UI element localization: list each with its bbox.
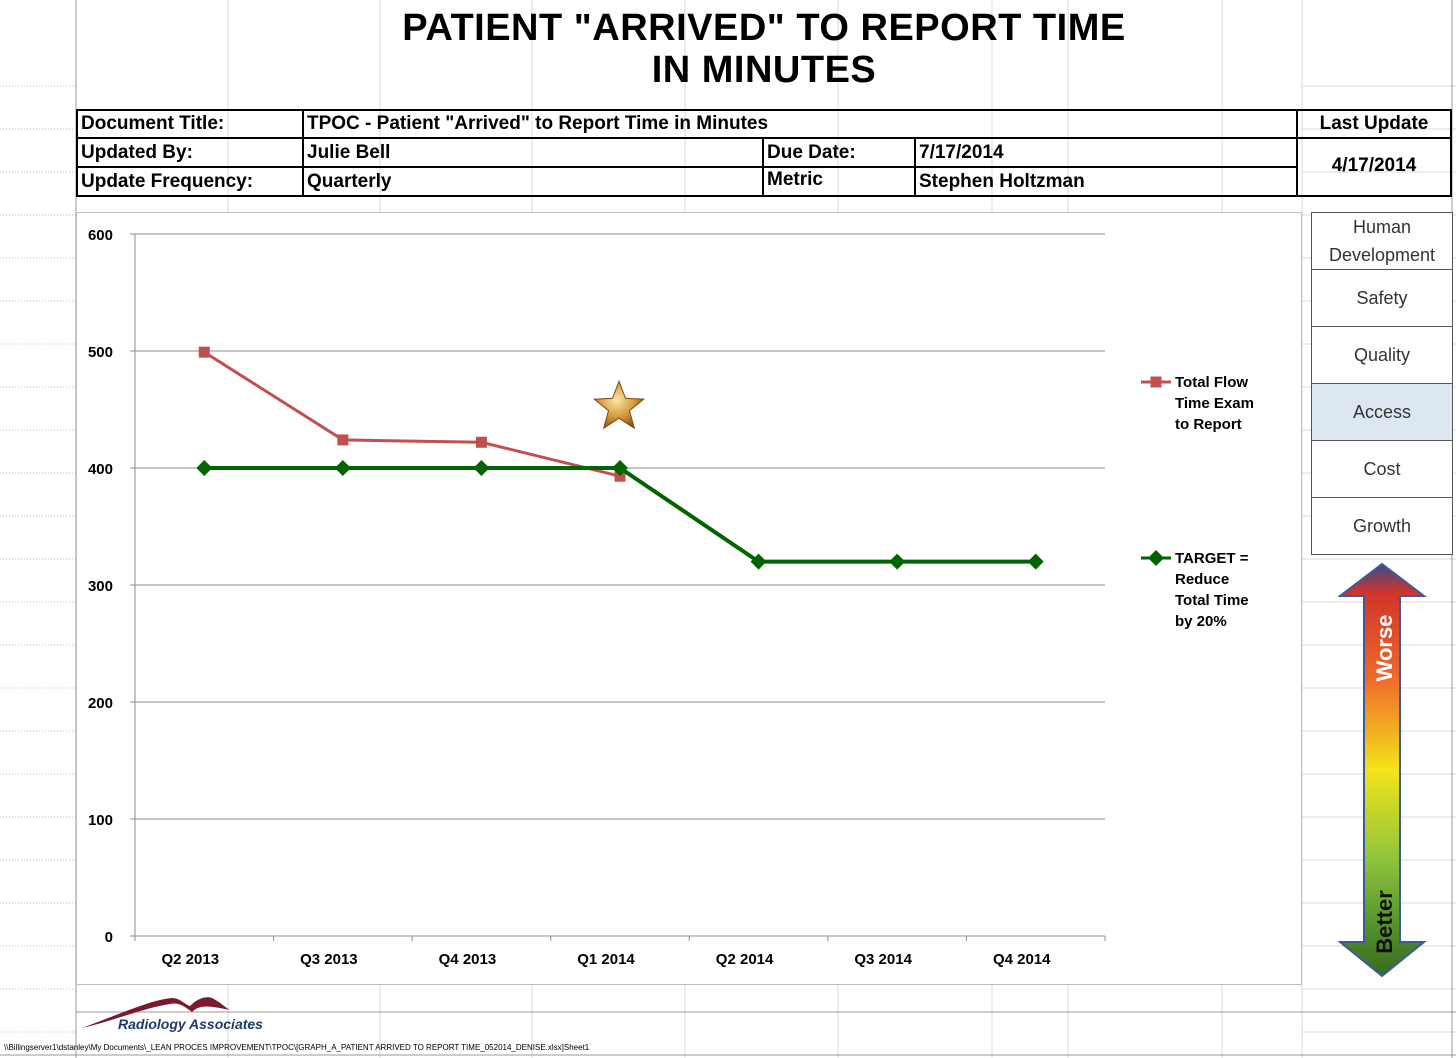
logo-mountain-icon (82, 997, 230, 1028)
category-human-development: Human Development (1311, 212, 1453, 270)
legend-entry-2: TARGET = Reduce Total Time by 20% (1175, 550, 1249, 630)
data-point-series-2 (334, 460, 351, 476)
star-icon (592, 379, 646, 430)
last-update-value: 4/17/2014 (1331, 155, 1417, 176)
document-info-table: Document Title: TPOC - Patient "Arrived"… (76, 109, 1452, 197)
y-tick-label: 0 (105, 929, 113, 946)
page-title-line-2: IN MINUTES (651, 49, 877, 91)
chart-area: 0 100 200 300 400 500 600 Q2 2013 Q3 2013 Q4 2013… (76, 212, 1302, 985)
series-line-2 (204, 466, 1036, 564)
data-point-series-2 (750, 553, 767, 570)
file-path: \\Billingserver1\dstanley\My Documents\_… (4, 1043, 590, 1052)
logo-text: Radiology Associates (118, 1016, 263, 1032)
category-growth: Growth (1311, 497, 1453, 555)
line-chart: 0 100 200 300 400 500 600 Q2 2013 Q3 2013 Q4 2013… (88, 227, 1254, 968)
better-label: Better (1372, 890, 1397, 954)
legend-marker-1 (1150, 376, 1162, 388)
due-date-value: 7/17/2014 (919, 142, 1004, 163)
data-point-series-2 (889, 553, 906, 570)
updated-by-value: Julie Bell (307, 142, 391, 163)
y-tick-label: 400 (88, 461, 113, 478)
data-point-series-2 (612, 460, 628, 476)
metric-value: Stephen Holtzman (919, 171, 1085, 192)
x-tick-label: Q4 2013 (439, 951, 497, 968)
y-tick-label: 600 (88, 227, 113, 244)
category-cost: Cost (1311, 440, 1453, 498)
data-point-series-2 (1027, 553, 1044, 570)
update-frequency-value: Quarterly (307, 171, 392, 192)
category-access: Access (1311, 383, 1453, 441)
data-point-series-1 (337, 434, 349, 446)
data-point-series-1 (198, 346, 210, 358)
last-update-label: Last Update (1319, 113, 1429, 134)
x-tick-label: Q3 2013 (300, 951, 358, 968)
category-quality: Quality (1311, 326, 1453, 384)
document-title-label: Document Title: (81, 113, 225, 134)
y-tick-label: 100 (88, 812, 113, 829)
update-frequency-label: Update Frequency: (81, 171, 254, 192)
data-point-series-1 (475, 436, 487, 448)
y-tick-label: 300 (88, 578, 113, 595)
y-tick-label: 500 (88, 344, 113, 361)
x-tick-label: Q2 2014 (716, 951, 774, 968)
due-date-label: Due Date: (767, 142, 856, 163)
document-title-value: TPOC - Patient "Arrived" to Report Time … (307, 113, 769, 134)
data-point-series-2 (473, 460, 490, 476)
worse-label: Worse (1372, 615, 1397, 682)
worse-better-arrow: Worse Better (1338, 562, 1427, 978)
legend-entry-1: Total Flow Time Exam to Report (1175, 374, 1254, 433)
legend-marker-2 (1148, 550, 1164, 566)
page-title-line-1: PATIENT "ARRIVED" TO REPORT TIME (402, 7, 1126, 49)
x-tick-label: Q3 2014 (854, 951, 912, 968)
radiology-associates-logo: Radiology Associates (80, 994, 310, 1034)
series-line-1 (203, 350, 621, 478)
y-tick-label: 200 (88, 695, 113, 712)
x-tick-label: Q4 2014 (993, 951, 1051, 968)
metric-label: Metric (767, 169, 823, 190)
data-point-series-1 (614, 470, 626, 482)
category-safety: Safety (1311, 269, 1453, 327)
updated-by-label: Updated By: (81, 142, 193, 163)
data-point-series-2 (196, 460, 213, 476)
x-tick-label: Q1 2014 (577, 951, 635, 968)
x-tick-label: Q2 2013 (162, 951, 220, 968)
